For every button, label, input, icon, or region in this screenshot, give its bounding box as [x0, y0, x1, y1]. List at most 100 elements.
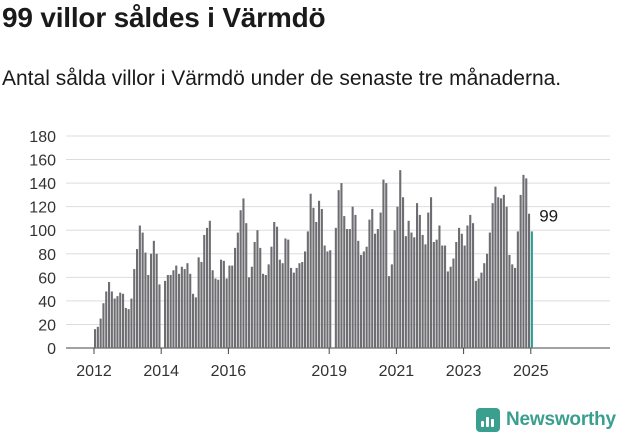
- x-tick-label: 2025: [513, 363, 549, 380]
- bar: [278, 259, 281, 348]
- bar: [528, 213, 531, 348]
- bar: [382, 179, 385, 348]
- y-tick-label: 0: [47, 341, 56, 358]
- bar: [169, 274, 172, 348]
- bar: [508, 254, 511, 348]
- last-value-label: 99: [539, 206, 558, 225]
- bar: [312, 207, 315, 348]
- bar: [217, 279, 220, 348]
- bar: [99, 318, 102, 348]
- bar: [164, 280, 167, 348]
- bar: [320, 209, 323, 348]
- bar: [155, 253, 158, 348]
- bar: [147, 274, 150, 348]
- bar: [301, 262, 304, 348]
- bar: [245, 223, 248, 348]
- bar: [460, 233, 463, 348]
- bar: [334, 227, 337, 348]
- bar: [385, 183, 388, 348]
- bar: [368, 219, 371, 348]
- bar: [525, 178, 528, 348]
- bar: [416, 203, 419, 348]
- bar: [413, 237, 416, 348]
- brand-name: Newsworthy: [506, 409, 616, 430]
- bar: [220, 259, 223, 348]
- bar: [438, 225, 441, 348]
- bar: [511, 264, 514, 348]
- bar: [295, 267, 298, 348]
- bar: [365, 246, 368, 348]
- bar: [318, 200, 321, 348]
- bar: [407, 220, 410, 348]
- bar: [105, 291, 108, 348]
- bar: [449, 266, 452, 348]
- bar: [514, 267, 517, 348]
- newsworthy-brand[interactable]: Newsworthy: [476, 408, 616, 432]
- bar: [172, 270, 175, 348]
- bar: [273, 221, 276, 348]
- bar: [346, 229, 349, 348]
- bar: [323, 245, 326, 348]
- bar: [96, 326, 99, 348]
- bar: [225, 278, 228, 348]
- bar: [309, 193, 312, 348]
- bar: [362, 251, 365, 348]
- bar: [329, 250, 332, 348]
- bar: [183, 269, 186, 348]
- bar: [259, 247, 262, 348]
- bar: [379, 212, 382, 348]
- bar: [264, 274, 267, 348]
- bar: [410, 232, 413, 348]
- bar: [141, 232, 144, 348]
- bar: [337, 190, 340, 348]
- bar: [267, 264, 270, 348]
- bar: [250, 266, 253, 348]
- bar: [393, 230, 396, 348]
- y-tick-label: 120: [29, 200, 56, 217]
- x-tick-label: 2019: [311, 363, 347, 380]
- bar: [404, 236, 407, 348]
- bar: [488, 232, 491, 348]
- bar: [441, 245, 444, 348]
- bar: [94, 329, 97, 348]
- bar: [197, 257, 200, 348]
- x-tick-label: 2023: [446, 363, 482, 380]
- bar: [178, 273, 181, 348]
- bar: [270, 246, 273, 348]
- bar: [376, 229, 379, 348]
- bar: [486, 253, 489, 348]
- bar: [138, 225, 141, 348]
- newsworthy-logo-icon: [476, 408, 500, 432]
- bar: [497, 197, 500, 348]
- bar: [189, 273, 192, 348]
- bar: [248, 277, 251, 348]
- bar: [505, 206, 508, 348]
- bar: [304, 251, 307, 348]
- y-tick-label: 40: [38, 294, 56, 311]
- bar: [284, 238, 287, 348]
- bar: [158, 284, 161, 348]
- y-tick-label: 60: [38, 270, 56, 287]
- bar: [116, 296, 119, 348]
- bars: [94, 170, 533, 348]
- bar: [402, 197, 405, 348]
- bar: [110, 291, 113, 348]
- bar: [228, 265, 231, 348]
- bar: [519, 194, 522, 348]
- bar: [427, 212, 430, 348]
- bar: [421, 234, 424, 348]
- bar: [180, 266, 183, 348]
- bar: [136, 249, 139, 348]
- bar: [290, 267, 293, 348]
- bar: [108, 282, 111, 348]
- bar: [276, 226, 279, 348]
- bar: [351, 206, 354, 348]
- bar: [432, 242, 435, 348]
- bar: [463, 245, 466, 348]
- x-tick-label: 2021: [379, 363, 415, 380]
- bar: [458, 227, 461, 348]
- bar: [466, 225, 469, 348]
- bar: [211, 270, 214, 348]
- bar: [298, 263, 301, 348]
